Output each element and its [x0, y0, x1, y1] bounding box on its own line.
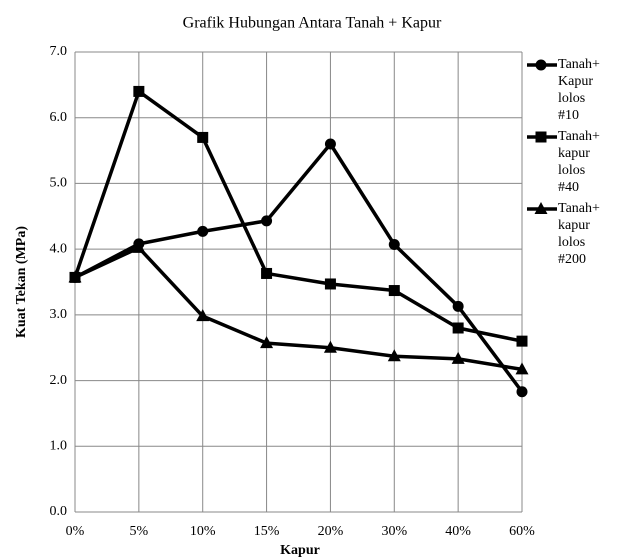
line-series	[73, 89, 523, 343]
marker	[197, 225, 209, 237]
marker	[451, 351, 465, 364]
y-tick-label: 4.0	[50, 241, 68, 256]
marker	[261, 215, 273, 227]
y-tick-label: 7.0	[50, 44, 68, 59]
marker	[387, 349, 401, 362]
x-tick-label: 10%	[190, 524, 216, 539]
legend-marker	[534, 202, 548, 214]
marker	[196, 309, 210, 322]
x-axis-label: Kapur	[280, 543, 320, 558]
marker	[323, 340, 337, 353]
marker	[516, 386, 528, 398]
y-tick-label: 5.0	[50, 176, 68, 191]
marker	[260, 336, 274, 349]
y-axis-label: Kuat Tekan (MPa)	[14, 226, 29, 338]
marker	[197, 131, 209, 143]
marker	[515, 362, 529, 375]
marker	[388, 239, 400, 251]
x-tick-label: 40%	[445, 524, 471, 539]
x-tick-label: 5%	[130, 524, 149, 539]
chart-title: Grafik Hubungan Antara Tanah + Kapur	[183, 15, 442, 32]
x-tick-label: 30%	[381, 524, 407, 539]
y-tick-label: 1.0	[50, 439, 68, 454]
marker	[132, 240, 146, 253]
x-tick-label: 15%	[254, 524, 280, 539]
marker	[261, 267, 273, 279]
y-tick-label: 2.0	[50, 373, 68, 388]
y-tick-label: 0.0	[50, 504, 68, 519]
marker	[324, 138, 336, 150]
marker	[516, 335, 528, 347]
marker	[68, 270, 82, 283]
legend-label: Tanah+ kapur lolos #40	[558, 129, 600, 195]
line-series	[74, 246, 523, 372]
y-tick-label: 3.0	[50, 307, 68, 322]
marker	[452, 322, 464, 334]
x-tick-label: 0%	[66, 524, 85, 539]
y-tick-label: 6.0	[50, 110, 68, 125]
legend-marker	[535, 59, 547, 71]
marker	[452, 300, 464, 312]
legend-label: Tanah+ kapur lolos #200	[558, 201, 600, 267]
marker	[133, 85, 145, 97]
marker	[324, 278, 336, 290]
legend-label: Tanah+ Kapur lolos #10	[558, 57, 600, 123]
marker	[388, 285, 400, 297]
legend-marker	[535, 131, 547, 143]
x-tick-label: 60%	[509, 524, 535, 539]
x-tick-label: 20%	[318, 524, 344, 539]
line-series	[74, 142, 524, 393]
